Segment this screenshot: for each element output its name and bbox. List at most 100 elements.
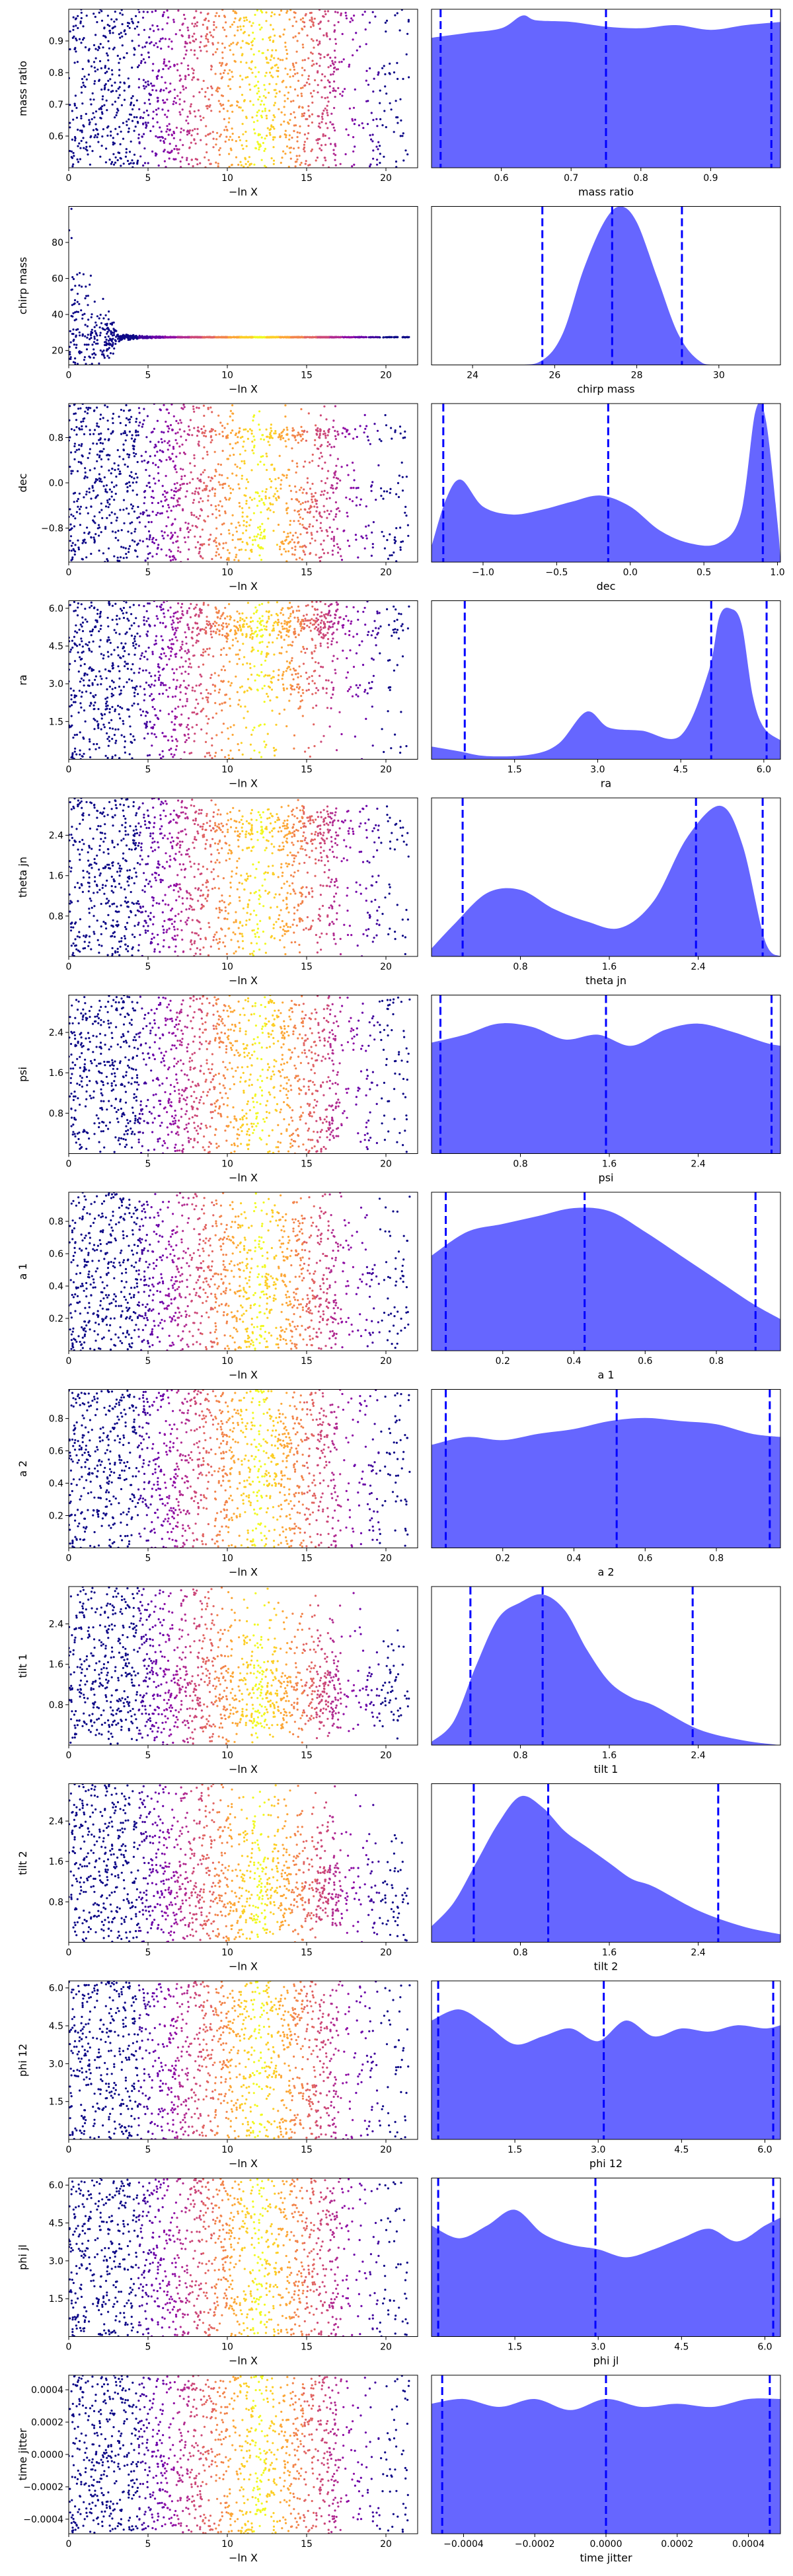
scatter-point [207, 604, 209, 606]
scatter-point [215, 734, 218, 736]
scatter-point [264, 147, 267, 150]
scatter-point [330, 484, 333, 487]
scatter-point [334, 154, 337, 157]
scatter-point [157, 136, 159, 139]
scatter-point [240, 28, 243, 31]
scatter-point [346, 539, 350, 542]
scatter-point [366, 633, 369, 636]
scatter-point [83, 37, 85, 40]
scatter-point [293, 68, 295, 71]
scatter-point [122, 606, 125, 610]
scatter-point [132, 505, 134, 508]
scatter-point [345, 128, 348, 131]
scatter-point [311, 17, 313, 19]
scatter-point [329, 143, 332, 145]
scatter-point [209, 162, 211, 165]
scatter-point [156, 450, 159, 453]
scatter-point [204, 429, 207, 432]
scatter-point [137, 431, 139, 433]
scatter-point [104, 490, 107, 493]
scatter-point [220, 94, 223, 97]
scatter-point [115, 90, 118, 92]
scatter-point [215, 541, 217, 544]
scatter-point [259, 525, 262, 528]
scatter-point [322, 109, 325, 112]
scatter-point [231, 336, 233, 339]
scatter-point [163, 149, 166, 151]
scatter-point [191, 79, 194, 81]
scatter-point [284, 67, 287, 70]
scatter-point [170, 40, 173, 43]
scatter-point [94, 48, 97, 50]
scatter-point [280, 9, 283, 12]
scatter-point [93, 326, 96, 328]
scatter-point [404, 149, 407, 152]
scatter-point [89, 338, 91, 341]
scatter-point [344, 153, 347, 156]
scatter-point [336, 482, 338, 485]
scatter-point [242, 532, 245, 534]
scatter-point [215, 517, 217, 519]
scatter-point [241, 123, 244, 125]
scatter-point [285, 426, 288, 429]
scatter-point [73, 404, 76, 406]
scatter-point [209, 435, 213, 437]
x-tick-label: 28 [631, 371, 643, 381]
scatter-point [291, 460, 294, 462]
scatter-point [193, 32, 196, 35]
scatter-point [229, 49, 231, 52]
scatter-point [197, 109, 200, 112]
scatter-point [352, 54, 354, 57]
scatter-point [185, 636, 188, 639]
scatter-point [234, 11, 237, 14]
scatter-point [104, 527, 107, 530]
scatter-point [366, 692, 369, 695]
scatter-point [326, 477, 328, 480]
scatter-point [128, 481, 131, 483]
scatter-point [176, 550, 179, 552]
scatter-point [185, 439, 188, 441]
scatter-point [83, 417, 86, 420]
scatter-point [291, 24, 294, 28]
scatter-point [105, 338, 108, 341]
scatter-point [303, 429, 306, 432]
scatter-point [235, 675, 237, 678]
scatter-point [114, 161, 117, 164]
scatter-point [178, 74, 181, 77]
scatter-point [108, 639, 110, 641]
scatter-point [407, 336, 410, 339]
scatter-point [124, 650, 126, 653]
scatter-point [200, 728, 203, 731]
scatter-point [307, 124, 310, 127]
scatter-point [283, 530, 285, 534]
scatter-point [378, 438, 381, 441]
scatter-point [107, 547, 110, 550]
scatter-point [262, 439, 266, 441]
scatter-point [359, 498, 362, 501]
scatter-point [155, 135, 157, 137]
scatter-point [289, 336, 293, 339]
scatter-point [105, 147, 108, 150]
scatter-point [132, 686, 134, 689]
scatter-point [113, 485, 116, 488]
scatter-point [316, 608, 319, 611]
scatter-point [275, 487, 278, 490]
scatter-point [256, 505, 259, 507]
scatter-point [307, 57, 310, 59]
scatter-point [185, 120, 188, 122]
scatter-point [295, 50, 298, 53]
scatter-point [361, 13, 364, 16]
scatter-point [383, 547, 387, 550]
scatter-point [311, 493, 313, 495]
scatter-point [311, 534, 313, 536]
scatter-point [80, 706, 83, 709]
scatter-point [261, 11, 264, 14]
scatter-point [132, 489, 134, 492]
scatter-point [175, 126, 178, 129]
scatter-point [214, 488, 217, 491]
scatter-point [336, 458, 339, 460]
scatter-point [276, 624, 280, 626]
scatter-point [194, 127, 196, 130]
scatter-point [211, 43, 214, 46]
